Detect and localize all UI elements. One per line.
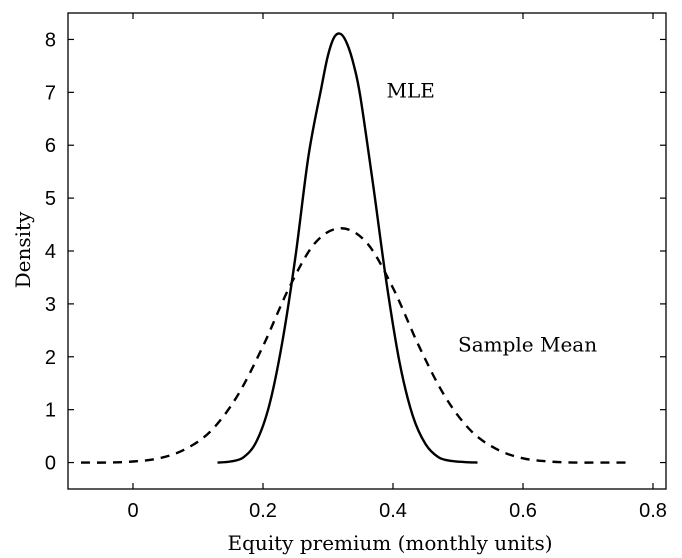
y-tick-label: 4 <box>45 241 56 263</box>
series-lines <box>80 32 627 464</box>
annotations: MLE Sample Mean <box>387 79 598 357</box>
y-axis-label: Density <box>11 211 35 288</box>
x-tick-label: 0.6 <box>509 500 537 522</box>
mle-line <box>217 32 478 464</box>
x-tick-label: 0.4 <box>379 500 407 522</box>
y-tick-label: 1 <box>45 400 56 422</box>
y-tick-label: 0 <box>45 453 56 475</box>
y-tick-label: 8 <box>45 29 56 51</box>
y-tick-label: 5 <box>45 188 56 210</box>
annotation-label: MLE <box>387 79 435 103</box>
y-tick-label: 3 <box>45 294 56 316</box>
plot-frame <box>67 12 667 490</box>
x-axis-label: Equity premium (monthly units) <box>227 531 552 555</box>
x-tick-label: 0.2 <box>249 500 277 522</box>
x-tick-label: 0.8 <box>639 500 667 522</box>
annotation-label: Sample Mean <box>458 332 597 356</box>
axis-ticks: 0 0.2 0.4 0.6 0.8 0 1 2 3 4 5 6 7 8 <box>45 13 667 522</box>
x-tick-label: 0 <box>127 500 138 522</box>
y-tick-label: 7 <box>45 82 56 104</box>
y-tick-label: 6 <box>45 135 56 157</box>
y-tick-label: 2 <box>45 347 56 369</box>
